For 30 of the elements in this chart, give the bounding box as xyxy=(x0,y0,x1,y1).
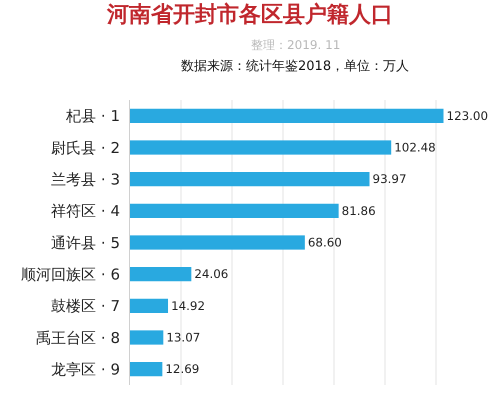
bar xyxy=(130,362,162,376)
data-label: 102.48 xyxy=(394,140,436,154)
bar xyxy=(130,267,192,282)
bar xyxy=(130,140,392,155)
bar xyxy=(130,172,370,186)
data-label: 12.69 xyxy=(165,362,200,376)
y-tick-label: 龙亭区 · 9 xyxy=(51,360,120,378)
y-tick-label: 顺河回族区 · 6 xyxy=(21,265,120,284)
chart-subtitle: 整理：2019. 11 xyxy=(251,38,340,52)
data-label: 81.86 xyxy=(342,204,376,218)
y-tick-label: 通许县 · 5 xyxy=(51,234,120,252)
bar xyxy=(130,298,168,313)
y-tick-label: 禹王台区 · 8 xyxy=(36,328,120,347)
data-label: 93.97 xyxy=(372,172,406,186)
data-label: 68.60 xyxy=(308,235,342,250)
y-tick-label: 兰考县 · 3 xyxy=(51,170,120,188)
y-tick-label: 鼓楼区 · 7 xyxy=(51,297,120,316)
y-tick-label: 祥符区 · 4 xyxy=(51,202,120,220)
chart-title: 河南省开封市各区县户籍人口 xyxy=(106,1,393,28)
data-label: 14.92 xyxy=(171,298,206,313)
y-tick-label: 杞县 · 1 xyxy=(65,107,120,126)
data-label: 123.00 xyxy=(446,108,488,123)
source-note: 数据来源：统计年鉴2018，单位：万人 xyxy=(181,59,410,74)
data-label: 13.07 xyxy=(166,330,200,344)
bar xyxy=(130,108,444,123)
bar xyxy=(130,330,164,345)
y-tick-label: 尉氏县 · 2 xyxy=(51,138,120,157)
bar xyxy=(130,204,339,218)
data-label: 24.06 xyxy=(194,267,228,282)
bar xyxy=(130,235,305,250)
